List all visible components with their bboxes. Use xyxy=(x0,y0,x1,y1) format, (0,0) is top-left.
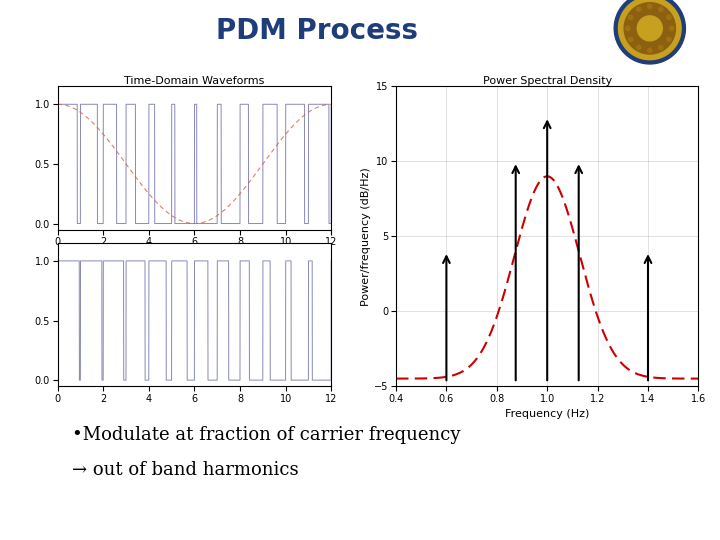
Title: Time-Domain Waveforms: Time-Domain Waveforms xyxy=(125,76,264,86)
Polygon shape xyxy=(670,26,674,30)
Polygon shape xyxy=(636,7,641,11)
Polygon shape xyxy=(618,0,681,59)
Polygon shape xyxy=(624,3,675,54)
Polygon shape xyxy=(667,37,671,42)
Title: Power Spectral Density: Power Spectral Density xyxy=(482,76,612,86)
Polygon shape xyxy=(636,45,641,50)
Text: PDM Process: PDM Process xyxy=(216,17,418,45)
Polygon shape xyxy=(659,45,663,50)
Polygon shape xyxy=(626,26,630,30)
Polygon shape xyxy=(659,7,663,11)
Polygon shape xyxy=(648,4,652,9)
Polygon shape xyxy=(637,16,662,41)
Polygon shape xyxy=(667,15,671,19)
Polygon shape xyxy=(629,37,633,42)
Polygon shape xyxy=(629,15,633,19)
Polygon shape xyxy=(614,0,685,64)
Text: → out of band harmonics: → out of band harmonics xyxy=(72,461,299,479)
X-axis label: Frequency (Hz): Frequency (Hz) xyxy=(505,409,590,419)
Polygon shape xyxy=(622,1,678,56)
Text: •Modulate at fraction of carrier frequency: •Modulate at fraction of carrier frequen… xyxy=(72,426,461,444)
Y-axis label: Power/frequency (dB/Hz): Power/frequency (dB/Hz) xyxy=(361,167,372,306)
Polygon shape xyxy=(648,48,652,52)
